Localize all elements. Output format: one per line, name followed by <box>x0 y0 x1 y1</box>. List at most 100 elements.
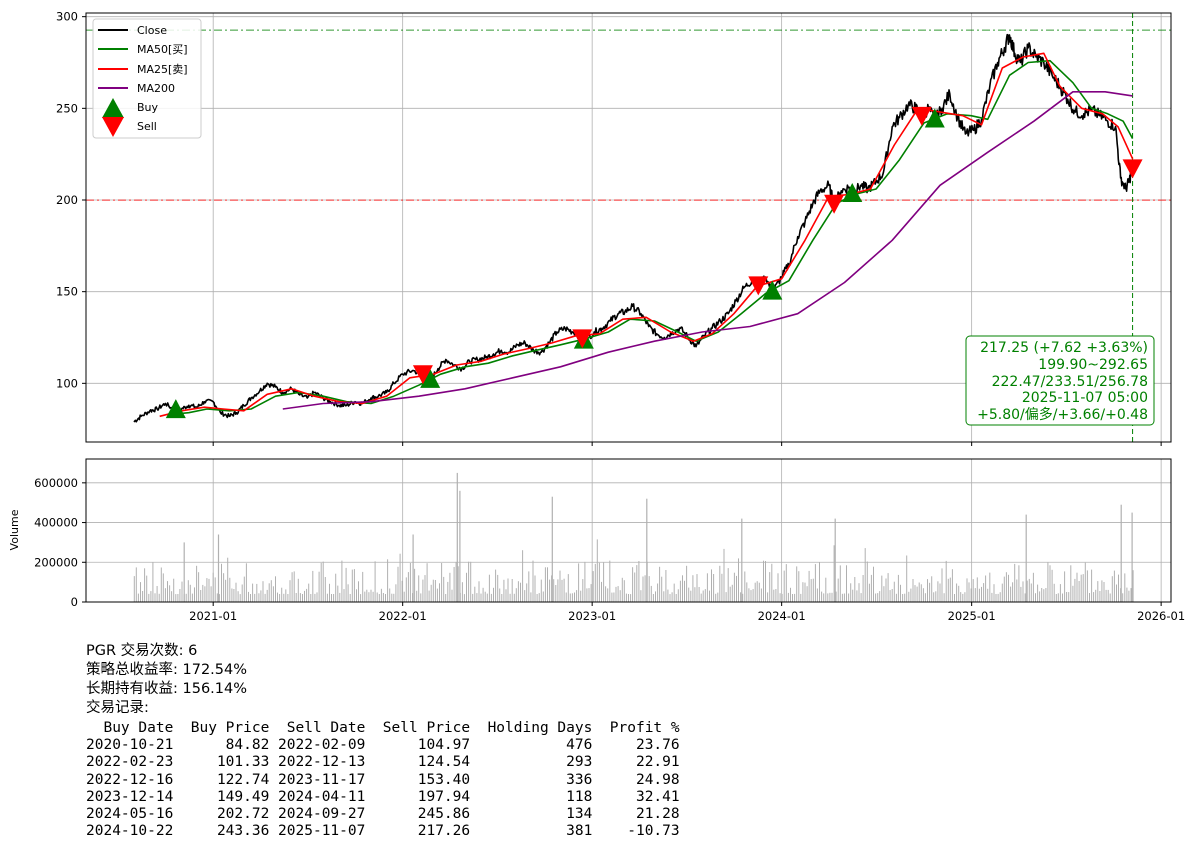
volume-bar <box>401 580 403 602</box>
volume-bar <box>374 561 376 602</box>
volume-bar <box>711 569 712 602</box>
volume-bar <box>472 593 474 602</box>
volume-bar <box>1095 589 1097 602</box>
volume-bar <box>347 584 349 602</box>
volume-bar <box>671 592 673 602</box>
volume-bar <box>214 577 216 602</box>
volume-bar <box>399 553 401 602</box>
volume-bar <box>785 564 787 602</box>
volume-bar <box>476 593 478 602</box>
volume-bar <box>580 590 582 602</box>
volume-bar <box>706 573 708 602</box>
sell-marker <box>748 276 769 296</box>
volume-bar <box>455 561 457 602</box>
volume-bar <box>320 562 322 602</box>
volume-bar <box>536 594 538 602</box>
volume-bar <box>763 560 764 602</box>
volume-bar <box>331 594 332 602</box>
volume-bar <box>808 570 810 602</box>
volume-bar <box>551 496 553 602</box>
volume-bar <box>1105 589 1107 602</box>
volume-bar <box>235 582 237 602</box>
volume-bar <box>179 589 181 602</box>
volume-bar <box>902 594 904 602</box>
volume-bar <box>239 594 241 602</box>
trade-markers <box>165 106 1143 419</box>
volume-bar <box>692 575 694 602</box>
volume-bar <box>758 582 760 602</box>
volume-bar <box>1109 593 1111 602</box>
volume-bar <box>630 594 632 602</box>
volume-bar <box>843 593 845 602</box>
volume-bar <box>603 562 605 602</box>
legend-ma200-label: MA200 <box>137 82 175 95</box>
volume-bar <box>852 589 854 602</box>
volume-bar <box>480 593 482 602</box>
volume-bar <box>499 588 501 602</box>
volume-bar <box>794 593 796 602</box>
volume-bar <box>229 577 231 602</box>
volume-bar <box>929 582 931 602</box>
volume-bar <box>360 594 362 602</box>
volume-bar <box>590 584 592 602</box>
volume-bar <box>1126 587 1128 602</box>
volume-bar <box>385 594 386 602</box>
volume-bar <box>978 588 980 602</box>
price-y-tick-label: 200 <box>56 193 78 207</box>
volume-bar <box>295 593 297 602</box>
info-timestamp: 2025-11-07 05:00 <box>1022 390 1148 406</box>
volume-bar <box>380 588 382 602</box>
volume-bar <box>586 588 588 602</box>
volume-bar <box>1074 578 1076 602</box>
info-range: 199.90~292.65 <box>1038 357 1148 373</box>
volume-bar <box>488 574 490 602</box>
volume-bar <box>441 563 443 602</box>
volume-bar <box>858 583 860 602</box>
volume-bar <box>507 578 509 602</box>
volume-bar <box>665 570 667 602</box>
volume-bar <box>850 583 852 602</box>
volume-bar <box>588 588 590 602</box>
volume-x-tick-label: 2025-01 <box>948 609 996 623</box>
volume-bar <box>349 594 351 602</box>
volume-bar <box>206 578 208 602</box>
trade-table: Buy Date Buy Price Sell Date Sell Price … <box>86 720 680 840</box>
volume-bar <box>1057 593 1059 602</box>
volume-bar <box>187 580 189 602</box>
volume-bar <box>862 575 864 602</box>
volume-bar <box>985 575 987 602</box>
volume-bar <box>904 593 906 602</box>
volume-bar <box>1072 585 1074 602</box>
volume-bar <box>1049 565 1051 602</box>
volume-bar <box>1099 591 1101 602</box>
volume-bar <box>563 578 565 602</box>
volume-bar <box>1080 574 1082 602</box>
volume-bar <box>1131 512 1133 602</box>
volume-bar <box>171 591 173 602</box>
volume-bar <box>194 587 195 602</box>
volume-bar <box>740 592 742 602</box>
volume-bar <box>216 593 218 602</box>
volume-bar <box>513 593 515 602</box>
volume-bar <box>1103 582 1105 602</box>
volume-y-tick-label: 200000 <box>34 555 78 569</box>
volume-bar <box>250 594 251 602</box>
volume-bar <box>522 550 524 602</box>
volume-bar <box>204 586 206 602</box>
volume-bar <box>922 588 924 602</box>
volume-bar <box>924 593 926 602</box>
series-line-ma50 <box>170 59 1134 416</box>
volume-bar <box>997 593 999 602</box>
volume-bar <box>314 593 316 602</box>
price-y-tick-label: 100 <box>56 376 78 390</box>
volume-bar <box>709 590 710 602</box>
volume-bar <box>935 591 937 602</box>
volume-bar <box>133 576 135 602</box>
volume-bar <box>1018 565 1020 602</box>
volume-bar <box>515 588 517 602</box>
volume-bar <box>866 561 868 602</box>
volume-x-tick-label: 2021-01 <box>189 609 237 623</box>
volume-bar <box>632 567 634 602</box>
volume-bar <box>655 591 656 602</box>
volume-bar <box>1035 593 1036 602</box>
